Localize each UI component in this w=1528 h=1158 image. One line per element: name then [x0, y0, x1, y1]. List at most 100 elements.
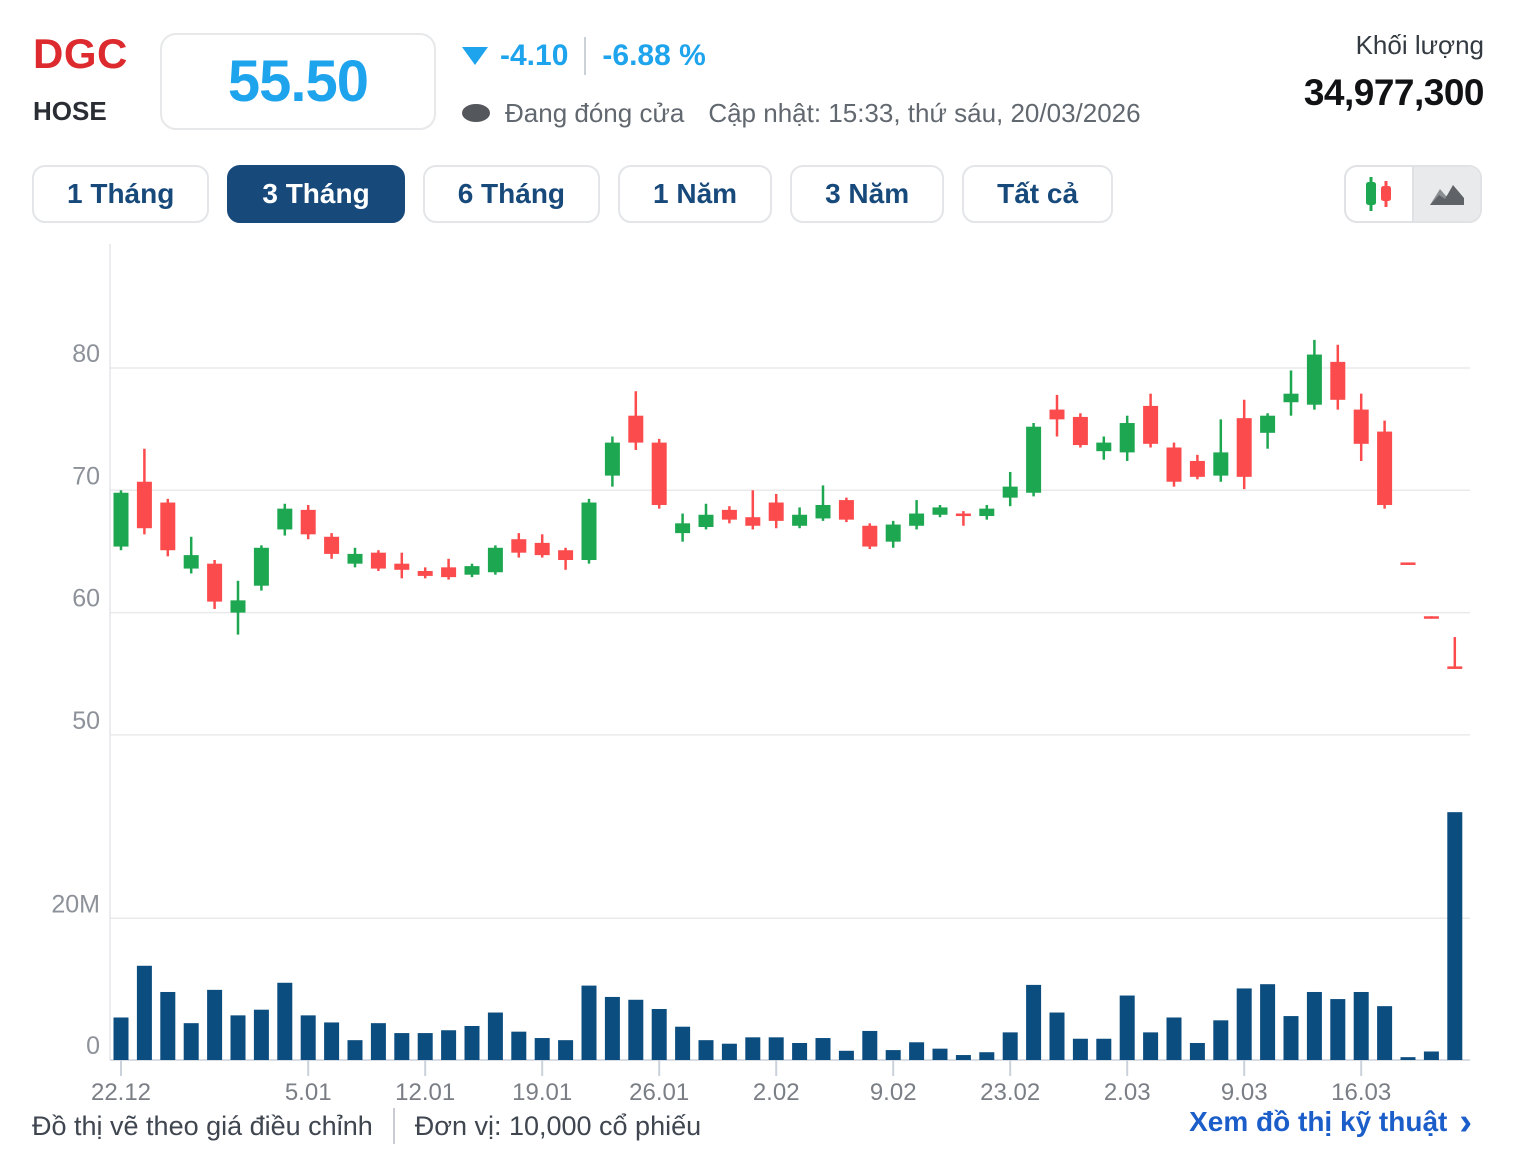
volume-bar: [628, 999, 644, 1060]
volume-bar: [862, 1030, 878, 1060]
candle-body: [698, 514, 714, 527]
candle-body: [885, 524, 901, 542]
candle-body: [1236, 418, 1252, 477]
chart-type-toggle: [1344, 165, 1482, 223]
volume-bar: [487, 1012, 503, 1060]
tab-6-months[interactable]: 6 Tháng: [422, 165, 601, 223]
candle-body: [347, 553, 363, 564]
technical-chart-link[interactable]: Xem đồ thị kỹ thuật ›: [1189, 1103, 1472, 1141]
volume-value: 34,977,300: [1303, 72, 1485, 113]
candle-body: [675, 523, 691, 534]
x-axis-label: 16.03: [1331, 1079, 1391, 1106]
candle-body: [1002, 486, 1018, 498]
unit-note: Đơn vị: 10,000 cổ phiếu: [414, 1110, 702, 1141]
candle-body: [113, 492, 129, 547]
volume-bar: [207, 989, 223, 1060]
chart-footer: Đồ thị vẽ theo giá điều chỉnh Đơn vị: 10…: [0, 1103, 1528, 1152]
volume-bar: [768, 1037, 784, 1060]
candle-body: [581, 502, 597, 561]
candle-body: [230, 600, 246, 613]
volume-axis-label: 0: [86, 1032, 100, 1060]
volume-bar: [1166, 1017, 1182, 1060]
candle-body: [1447, 666, 1463, 669]
price-axis-label: 60: [72, 585, 100, 613]
volume-bar: [1072, 1038, 1088, 1060]
x-axis-label: 22.12: [91, 1079, 151, 1106]
volume-bar: [253, 1009, 269, 1060]
volume-bar: [1306, 991, 1322, 1060]
change-divider: [584, 37, 587, 75]
candle-body: [1166, 447, 1182, 482]
price-change-row: -4.10 -6.88 %: [462, 36, 706, 76]
volume-bar: [464, 1025, 480, 1060]
candle-body: [792, 514, 808, 526]
volume-bar: [1353, 991, 1369, 1060]
area-chart-icon: [1430, 185, 1464, 205]
candle-body: [160, 502, 176, 551]
volume-bar: [136, 965, 152, 1060]
volume-bar: [347, 1040, 363, 1060]
candle-body: [417, 571, 433, 576]
candle-body: [838, 500, 854, 520]
area-chart-button[interactable]: [1412, 167, 1480, 221]
volume-bar: [581, 985, 597, 1060]
x-axis-label: 9.03: [1221, 1079, 1268, 1106]
volume-bar: [160, 991, 176, 1060]
candle-body: [955, 513, 971, 517]
volume-bar: [1002, 1032, 1018, 1060]
candle-body: [1283, 393, 1299, 403]
tab-3-years[interactable]: 3 Năm: [790, 165, 945, 223]
candle-body: [253, 547, 269, 586]
candle-body: [324, 536, 340, 554]
volume-bar: [698, 1040, 714, 1060]
volume-bar: [324, 1022, 340, 1060]
volume-bar: [183, 1023, 199, 1060]
candle-body: [511, 539, 527, 553]
candle-body: [628, 415, 644, 443]
volume-label: Khối lượng: [1355, 30, 1484, 60]
candle-body: [394, 563, 410, 570]
volume-bar: [1377, 1006, 1393, 1060]
candle-body: [862, 525, 878, 547]
last-updated-text: Cập nhật: 15:33, thứ sáu, 20/03/2026: [708, 97, 1141, 128]
x-axis-label: 19.01: [512, 1079, 572, 1106]
volume-bar: [932, 1048, 948, 1060]
candle-body: [721, 509, 737, 520]
stock-ticker: DGC: [33, 30, 128, 77]
candle-body: [1143, 405, 1159, 444]
candle-body: [207, 563, 223, 602]
volume-bar: [955, 1055, 971, 1060]
volume-bar: [277, 982, 293, 1060]
candle-body: [370, 552, 386, 569]
volume-bar: [838, 1050, 854, 1060]
price-axis-label: 80: [72, 340, 100, 368]
x-axis-label: 2.03: [1104, 1079, 1151, 1106]
candle-body: [534, 542, 550, 556]
x-axis-label: 5.01: [285, 1079, 332, 1106]
candle-body: [909, 513, 925, 526]
price-down-triangle-icon: [462, 47, 488, 65]
tab-1-year[interactable]: 1 Năm: [618, 165, 773, 223]
x-axis-label: 2.02: [753, 1079, 800, 1106]
market-status-row: Đang đóng cửa Cập nhật: 15:33, thứ sáu, …: [462, 96, 1141, 130]
candle-body: [1423, 616, 1439, 619]
price-axis-label: 50: [72, 707, 100, 735]
volume-bar: [1400, 1057, 1416, 1060]
volume-bar: [792, 1042, 808, 1060]
volume-bar: [1096, 1038, 1112, 1060]
volume-bar: [1330, 999, 1346, 1060]
volume-bar: [441, 1030, 457, 1060]
candle-body: [1330, 361, 1346, 400]
tab-1-month[interactable]: 1 Tháng: [32, 165, 210, 223]
candle-body: [651, 442, 667, 505]
candle-body: [1213, 452, 1229, 476]
candle-body: [1026, 426, 1042, 493]
volume-bar: [1143, 1032, 1159, 1060]
tab-3-months[interactable]: 3 Tháng: [227, 165, 405, 223]
volume-axis-label: 20M: [51, 890, 100, 918]
candlestick-chart-button[interactable]: [1346, 167, 1412, 221]
candle-body: [604, 442, 620, 476]
x-axis-label: 12.01: [395, 1079, 455, 1106]
tab-all[interactable]: Tất cả: [962, 165, 1114, 223]
